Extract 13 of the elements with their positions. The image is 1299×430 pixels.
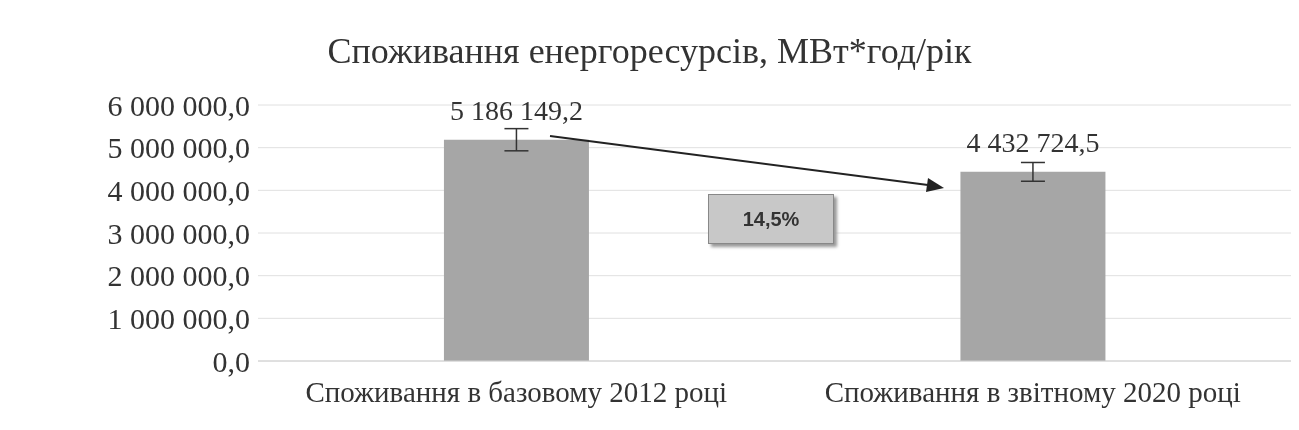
y-tick-label: 5 000 000,0 [107,131,250,165]
y-tick-label: 3 000 000,0 [107,216,250,250]
chart-title: Споживання енергоресурсів, МВт*год/рік [326,30,973,72]
y-tick-label: 0,0 [212,344,250,378]
y-tick-label: 1 000 000,0 [107,301,250,335]
y-tick-label: 2 000 000,0 [107,259,250,293]
y-tick-label: 6 000 000,0 [107,88,250,122]
y-tick-label: 4 000 000,0 [107,173,250,207]
data-label: 4 432 724,5 [966,126,1100,158]
data-label: 5 186 149,2 [449,94,583,126]
x-tick-label: Споживання в звітному 2020 році [824,375,1241,408]
label-box: 14,5% [708,194,834,244]
x-tick-label: Споживання в базовому 2012 році [305,375,728,408]
